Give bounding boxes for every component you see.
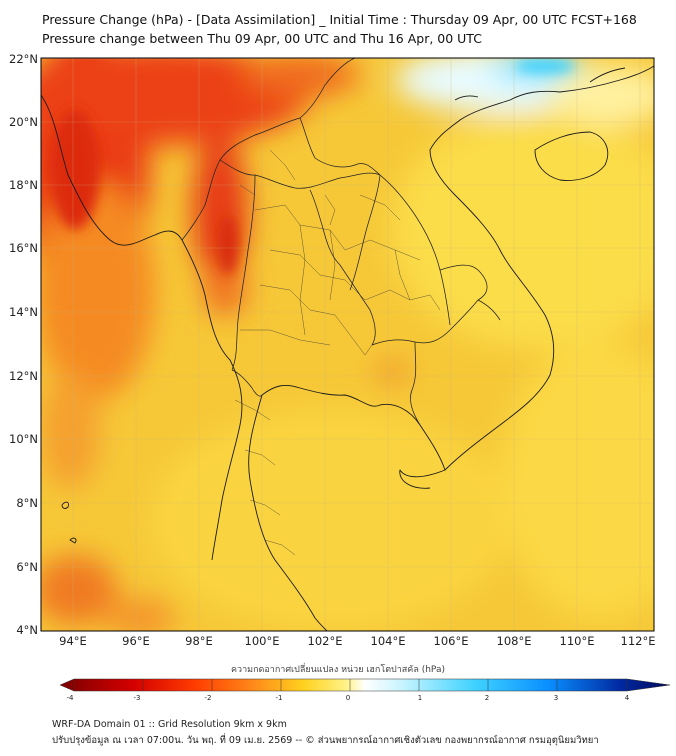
colorbar-tick-label: -1 (276, 694, 283, 700)
colorbar-tick-labels: -4 -3 -2 -1 0 1 2 3 4 (67, 694, 630, 702)
lat-axis: 22°N 20°N 18°N 16°N 14°N 12°N 10°N 8°N 6… (9, 52, 38, 637)
coastlines (41, 65, 654, 631)
gridlines (41, 58, 654, 631)
colorbar-tick-label: 1 (418, 694, 422, 700)
province-borders (234, 149, 441, 556)
map-subtitle: Pressure change between Thu 09 Apr, 00 U… (42, 31, 482, 46)
colorbar-title: ความกดอากาศเปลี่ยนแปลง หน่วย เฮกโตปาสคัล… (231, 665, 445, 675)
pressure-field (41, 58, 654, 631)
colorbar (59, 678, 671, 692)
lat-tick-label: 12°N (9, 369, 38, 383)
lat-tick-label: 8°N (16, 496, 38, 510)
lat-tick-label: 10°N (9, 432, 38, 446)
country-borders (181, 58, 501, 426)
lat-tick-label: 4°N (16, 623, 38, 637)
lat-tick-label: 14°N (9, 305, 38, 319)
lon-tick-label: 98°E (185, 634, 213, 648)
lon-tick-label: 112°E (621, 634, 656, 648)
map-frame (40, 57, 655, 632)
colorbar-bar (59, 678, 671, 692)
lat-tick-label: 20°N (9, 115, 38, 129)
lon-axis: 94°E 96°E 98°E 100°E 102°E 104°E 106°E 1… (59, 634, 655, 648)
footer-credit: ปรับปรุงข้อมูล ณ เวลา 07:00น. วัน พฤ. ที… (52, 735, 599, 746)
lon-tick-label: 110°E (560, 634, 595, 648)
lat-tick-label: 18°N (9, 178, 38, 192)
lon-tick-label: 106°E (434, 634, 469, 648)
footer-model-info: WRF-DA Domain 01 :: Grid Resolution 9km … (52, 719, 287, 730)
lon-tick-label: 94°E (59, 634, 87, 648)
lon-tick-label: 100°E (245, 634, 280, 648)
colorbar-tick-label: -4 (67, 694, 75, 700)
lat-tick-label: 22°N (9, 52, 38, 66)
lon-tick-label: 108°E (497, 634, 532, 648)
lon-tick-label: 102°E (308, 634, 343, 648)
lon-tick-label: 96°E (122, 634, 150, 648)
colorbar-tick-label: 0 (346, 694, 350, 700)
map-title: Pressure Change (hPa) - [Data Assimilati… (42, 12, 637, 27)
colorbar-tick-label: -3 (134, 694, 141, 700)
colorbar-ticks (73, 679, 628, 691)
colorbar-tick-label: -2 (205, 694, 212, 700)
map-figure: 22°N 20°N 18°N 16°N 14°N 12°N 10°N 8°N 6… (9, 52, 671, 702)
lat-tick-label: 16°N (9, 241, 38, 255)
lat-tick-label: 6°N (16, 560, 38, 574)
colorbar-tick-label: 4 (625, 694, 630, 700)
lon-tick-label: 104°E (371, 634, 406, 648)
colorbar-tick-label: 3 (554, 694, 558, 700)
colorbar-tick-label: 2 (485, 694, 489, 700)
